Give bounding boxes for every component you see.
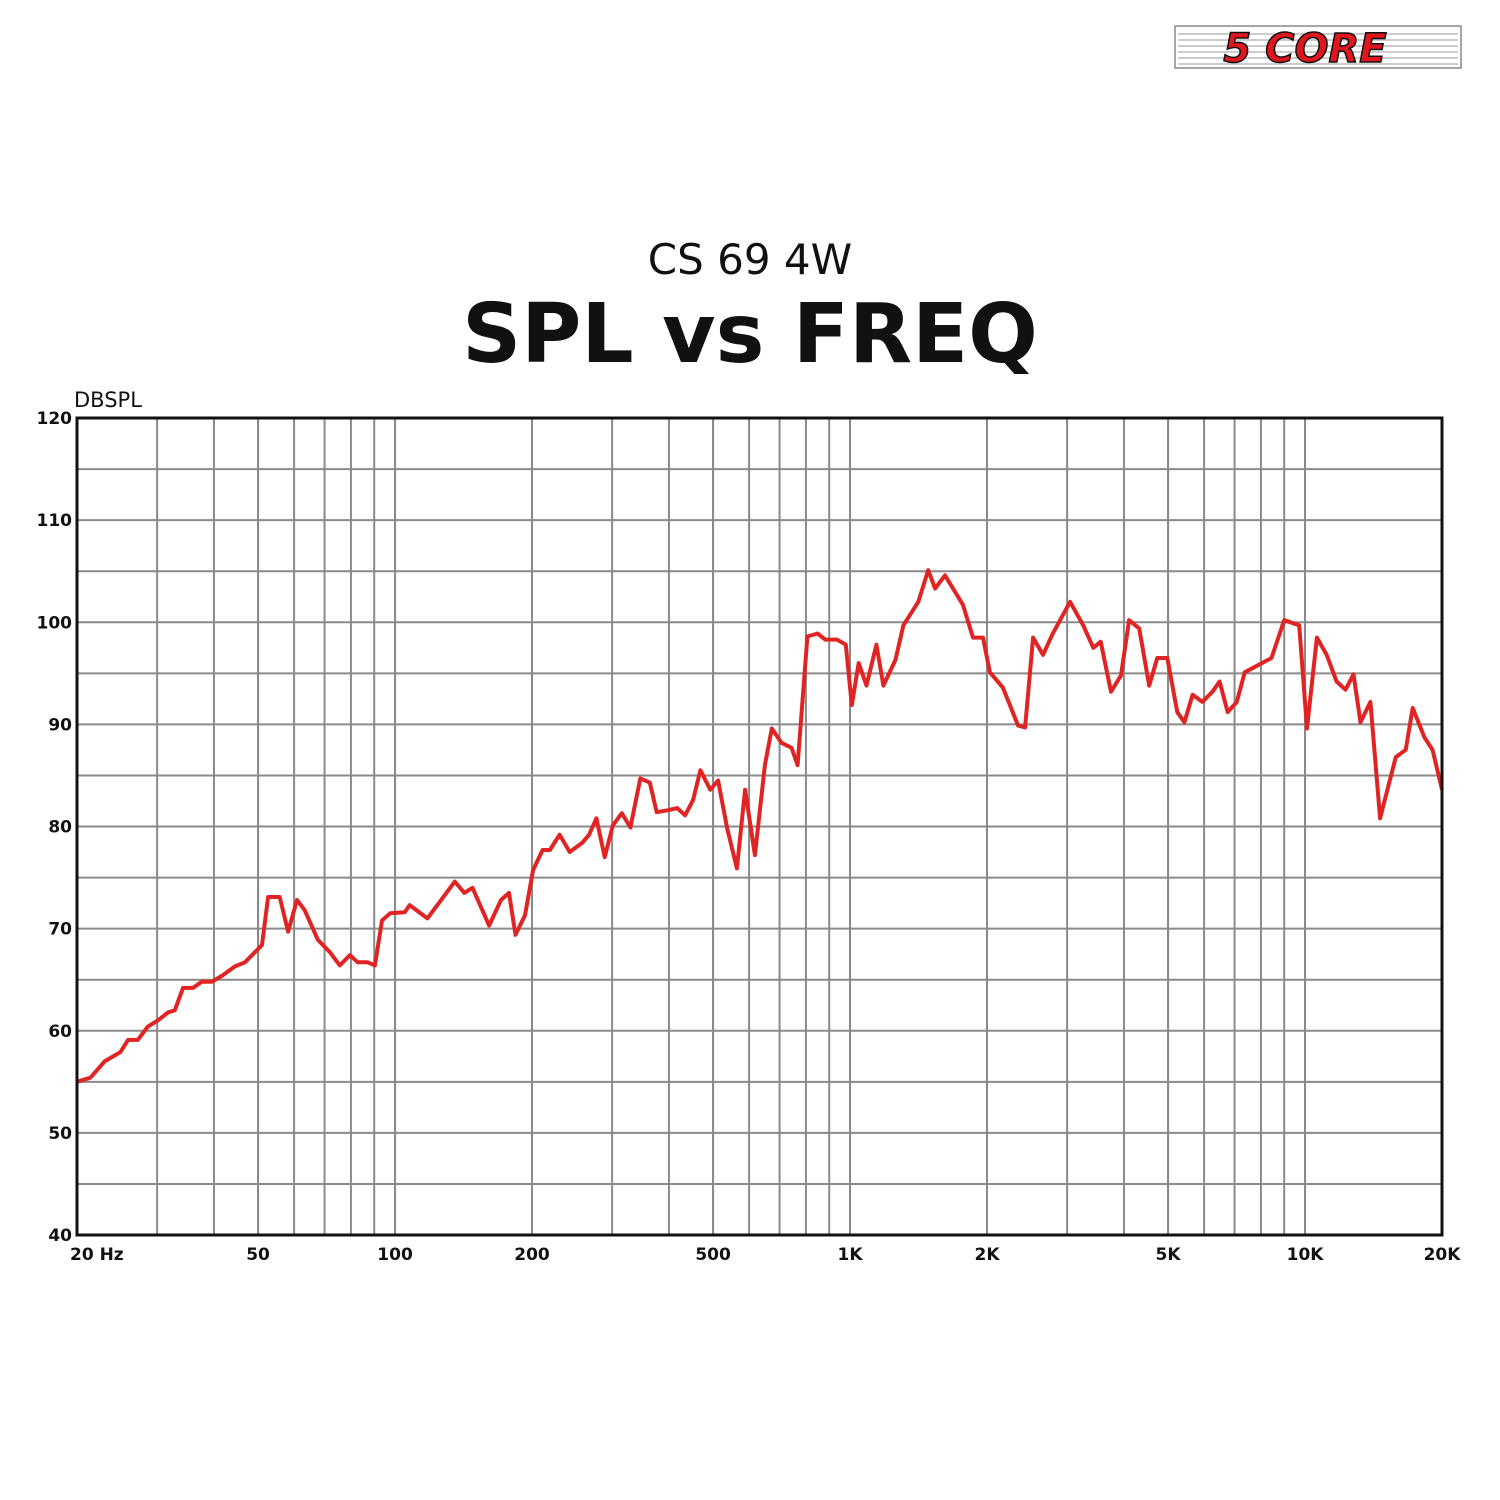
spl-line [76, 568, 1444, 1084]
x-tick-label: 10K [1287, 1245, 1325, 1265]
x-tick-label: 2K [974, 1245, 1000, 1265]
x-tick-label: 20K [1424, 1245, 1462, 1265]
y-tick-label: 50 [48, 1124, 72, 1144]
logo-text: 5 CORE [1223, 26, 1386, 72]
logo-stripes [1178, 33, 1458, 65]
x-tick-label: 200 [514, 1245, 550, 1265]
y-tick-label: 120 [37, 409, 73, 429]
y-tick-label: 100 [37, 613, 73, 633]
y-tick-label: 110 [37, 511, 73, 531]
x-tick-label: 5K [1156, 1245, 1182, 1265]
y-tick-label: 90 [48, 715, 72, 735]
plot-border [75, 416, 1444, 1237]
y-tick-label: 40 [48, 1226, 72, 1246]
ticks: 40 50 60 70 80 90 100 110 120 20 Hz 50 100 200 500 1K 2… [37, 409, 1462, 1265]
plot [76, 568, 1444, 1084]
y-tick-label: 60 [48, 1022, 72, 1042]
y-axis-label: DBSPL [74, 388, 142, 412]
x-tick-label: 100 [377, 1245, 413, 1265]
y-tick-label: 70 [48, 920, 72, 940]
logo: 5 CORE [1174, 25, 1462, 73]
chart-title: SPL vs FREQ [462, 287, 1038, 382]
logo-box [1174, 25, 1462, 69]
chart-subtitle: CS 69 4W [648, 235, 852, 284]
x-tick-label: 1K [838, 1245, 864, 1265]
x-tick-label: 500 [695, 1245, 731, 1265]
x-tick-label: 20 Hz [70, 1245, 124, 1265]
x-tick-label: 50 [246, 1245, 270, 1265]
y-tick-label: 80 [48, 818, 72, 838]
